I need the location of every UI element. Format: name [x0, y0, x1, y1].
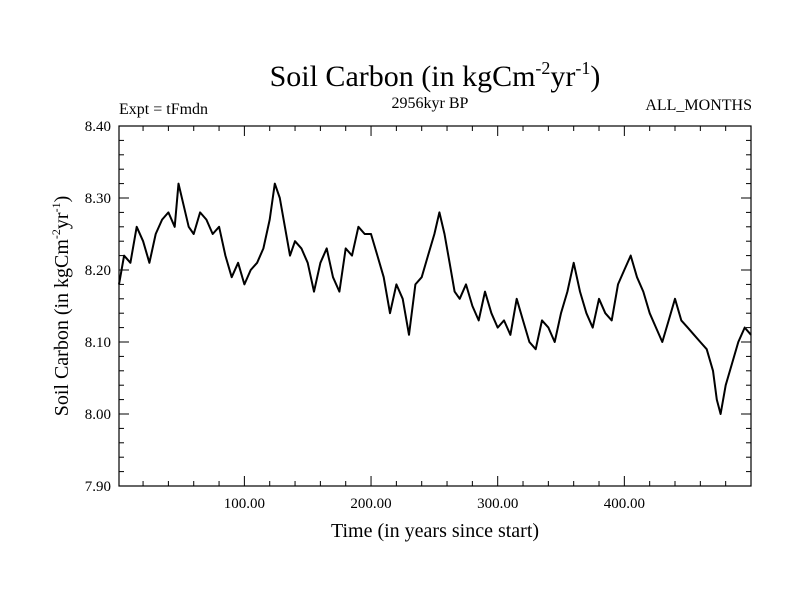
x-tick-label: 300.00 [477, 496, 518, 512]
y-tick-label: 8.40 [85, 119, 111, 135]
chart-title-sup1: -2 [535, 58, 550, 78]
chart-title-text: Soil Carbon (in kgCm [270, 60, 536, 93]
y-tick-label: 8.20 [85, 263, 111, 279]
subtitle-experiment: Expt = tFmdn [119, 101, 208, 118]
y-tick-label: 7.90 [85, 479, 111, 495]
y-axis-label-mid: yr [51, 212, 73, 229]
x-tick-label: 200.00 [350, 496, 391, 512]
plot-area [118, 125, 752, 487]
y-tick-label: 8.10 [85, 335, 111, 351]
y-axis-label-end: ) [51, 196, 73, 203]
subtitle-period: 2956kyr BP [392, 95, 469, 112]
soil-carbon-series-line [118, 182, 752, 415]
chart-title-mid: yr [550, 60, 575, 93]
y-axis-label-text: Soil Carbon (in kgCm [51, 239, 73, 417]
y-axis: 7.90 8.00 8.10 8.20 8.30 8.40 [85, 119, 751, 495]
y-tick-label: 8.30 [85, 191, 111, 207]
subtitle-months: ALL_MONTHS [645, 97, 752, 114]
y-axis-label-sup1: -2 [49, 229, 63, 239]
chart-title-end: ) [590, 60, 600, 93]
x-axis: 100.00 200.00 300.00 400.00 [142, 126, 727, 512]
chart-title-sup2: -1 [575, 58, 590, 78]
x-tick-label: 100.00 [224, 496, 265, 512]
chart-title: Soil Carbon (in kgCm-2yr-1) [270, 58, 601, 93]
y-axis-label-sup2: -1 [49, 202, 63, 212]
y-tick-label: 8.00 [85, 407, 111, 423]
x-axis-label: Time (in years since start) [331, 520, 539, 542]
y-axis-label: Soil Carbon (in kgCm-2yr-1) [49, 196, 73, 417]
x-tick-label: 400.00 [604, 496, 645, 512]
